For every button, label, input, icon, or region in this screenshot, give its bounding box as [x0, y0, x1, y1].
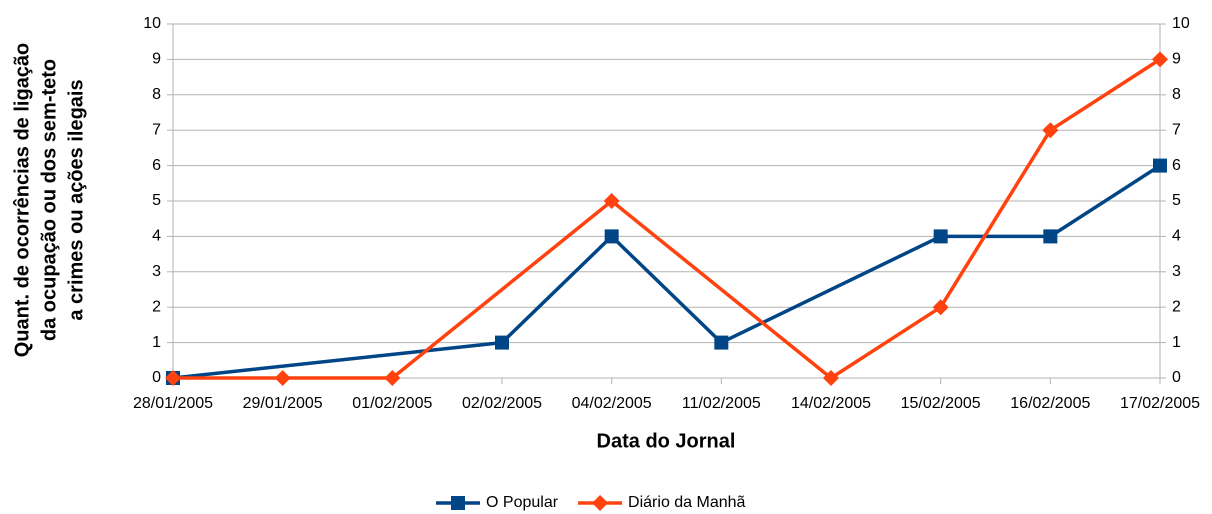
y-axis-label: da ocupação ou dos sem-teto: [38, 59, 60, 341]
data-point: [714, 335, 729, 350]
y-tick-label: 0: [152, 369, 161, 386]
y2-tick-label: 1: [1172, 334, 1181, 351]
y-tick-label: 3: [152, 263, 161, 280]
x-tick-label: 16/02/2005: [1010, 395, 1090, 412]
y-tick-label: 5: [152, 192, 161, 209]
y2-tick-label: 7: [1172, 121, 1181, 138]
x-tick-label: 01/02/2005: [352, 395, 432, 412]
x-tick-label: 14/02/2005: [791, 395, 871, 412]
data-point: [604, 229, 619, 244]
y-tick-label: 10: [143, 15, 161, 32]
y-tick-label: 8: [152, 86, 161, 103]
y-tick-label: 2: [152, 298, 161, 315]
data-point: [1043, 229, 1058, 244]
data-point: [384, 370, 401, 386]
y-tick-label: 6: [152, 157, 161, 174]
data-point: [165, 370, 181, 386]
y-tick-label: 1: [152, 334, 161, 351]
legend-label: O Popular: [486, 494, 559, 511]
x-tick-label: 17/02/2005: [1120, 395, 1200, 412]
data-point: [274, 370, 291, 386]
x-tick-label: 04/02/2005: [572, 395, 652, 412]
legend-marker: [592, 495, 609, 511]
y2-tick-label: 0: [1172, 369, 1181, 386]
data-point: [1153, 158, 1167, 173]
data-point: [823, 370, 839, 386]
x-tick-label: 02/02/2005: [462, 395, 542, 412]
data-point: [1152, 51, 1168, 68]
y2-tick-label: 4: [1172, 228, 1181, 245]
x-tick-label: 15/02/2005: [901, 395, 981, 412]
data-point: [933, 229, 948, 244]
y2-tick-label: 8: [1172, 86, 1181, 103]
y-tick-label: 4: [152, 228, 161, 245]
data-point: [495, 335, 509, 350]
y-axis-label: Quant. de ocorrências de ligação: [11, 43, 33, 358]
data-point: [1042, 122, 1059, 139]
y-axis-label: a crimes ou ações ilegais: [65, 79, 87, 320]
y2-tick-label: 3: [1172, 263, 1181, 280]
y-tick-label: 7: [152, 121, 161, 138]
x-tick-label: 11/02/2005: [682, 395, 761, 412]
series-line: [173, 57, 1161, 380]
y2-tick-label: 10: [1172, 15, 1190, 32]
data-point: [603, 193, 620, 209]
y2-tick-label: 5: [1172, 192, 1181, 209]
data-point: [932, 299, 949, 316]
x-tick-label: 29/01/2005: [243, 395, 323, 412]
y-tick-label: 9: [152, 51, 161, 68]
legend-label: Diário da Manhã: [628, 494, 746, 511]
x-tick-label: 28/01/2005: [133, 395, 213, 412]
y2-tick-label: 9: [1172, 51, 1181, 68]
y2-tick-label: 2: [1172, 298, 1181, 315]
legend-marker: [451, 496, 465, 510]
y2-tick-label: 6: [1172, 157, 1181, 174]
x-axis-label: Data do Jornal: [597, 430, 736, 452]
